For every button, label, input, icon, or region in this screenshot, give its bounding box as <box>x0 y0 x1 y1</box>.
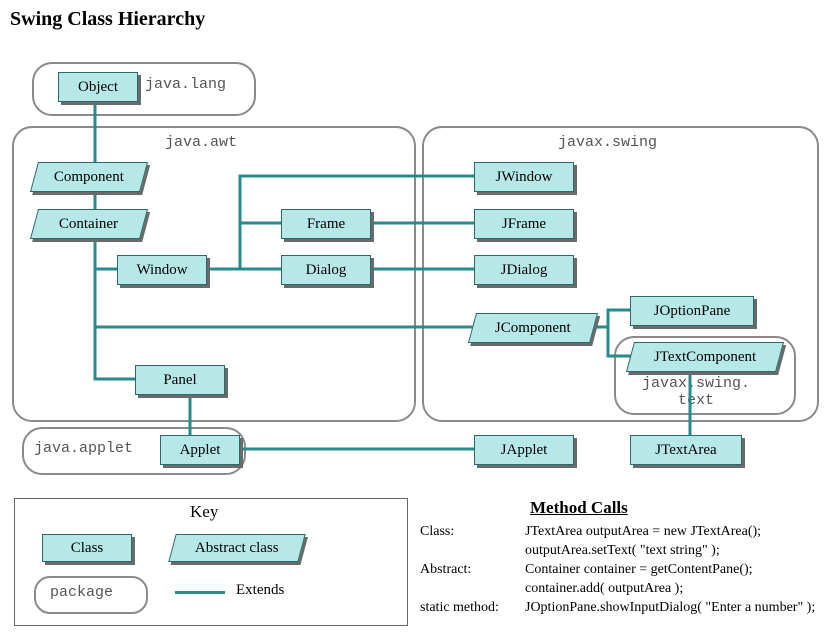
node-Dialog: Dialog <box>281 255 371 285</box>
method-label-4: static method: <box>420 600 525 616</box>
node-label-JTextComponent: JTextComponent <box>654 349 756 366</box>
node-label-JComponent: JComponent <box>495 320 571 337</box>
method-code-0: JTextArea outputArea = new JTextArea(); <box>525 524 761 539</box>
node-JTextComponent: JTextComponent <box>626 342 784 372</box>
node-JTextArea: JTextArea <box>630 435 742 465</box>
method-label-2: Abstract: <box>420 562 525 578</box>
page-title: Swing Class Hierarchy <box>10 8 205 31</box>
method-code-4: JOptionPane.showInputDialog( "Enter a nu… <box>525 600 815 615</box>
node-Panel: Panel <box>135 365 225 395</box>
method-code-2: Container container = getContentPane(); <box>525 562 753 577</box>
method-calls-title: Method Calls <box>530 498 628 518</box>
node-JDialog: JDialog <box>474 255 574 285</box>
key-class-sample: Class <box>42 534 132 562</box>
node-Applet: Applet <box>160 435 240 465</box>
package-label-awt: java.awt <box>165 134 237 151</box>
method-row-4: static method:JOptionPane.showInputDialo… <box>420 600 815 616</box>
node-Frame: Frame <box>281 209 371 239</box>
package-label-applet: java.applet <box>34 440 133 457</box>
method-code-1: outputArea.setText( "text string" ); <box>525 543 720 558</box>
key-extends-line <box>175 591 225 594</box>
key-package-label: package <box>50 584 113 601</box>
node-JComponent: JComponent <box>468 313 598 343</box>
node-label-Container: Container <box>59 216 118 233</box>
node-Window: Window <box>117 255 207 285</box>
node-Container: Container <box>30 209 148 239</box>
method-row-3: container.add( outputArea ); <box>420 581 683 597</box>
package-label-swtext: javax.swing. text <box>642 375 750 409</box>
node-JOptionPane: JOptionPane <box>630 296 754 326</box>
package-label-swing: javax.swing <box>558 134 657 151</box>
method-row-1: outputArea.setText( "text string" ); <box>420 543 720 559</box>
node-label-Component: Component <box>54 169 124 186</box>
key-abstract-sample: Abstract class <box>168 534 306 562</box>
node-JWindow: JWindow <box>474 162 574 192</box>
key-extends-label: Extends <box>236 582 284 599</box>
method-row-0: Class:JTextArea outputArea = new JTextAr… <box>420 524 761 540</box>
node-Component: Component <box>30 162 148 192</box>
node-Object: Object <box>58 72 138 102</box>
package-label-lang: java.lang <box>145 76 226 93</box>
key-title: Key <box>190 502 218 522</box>
method-label-0: Class: <box>420 524 525 540</box>
node-JApplet: JApplet <box>474 435 574 465</box>
method-row-2: Abstract:Container container = getConten… <box>420 562 753 578</box>
node-JFrame: JFrame <box>474 209 574 239</box>
method-code-3: container.add( outputArea ); <box>525 581 683 596</box>
